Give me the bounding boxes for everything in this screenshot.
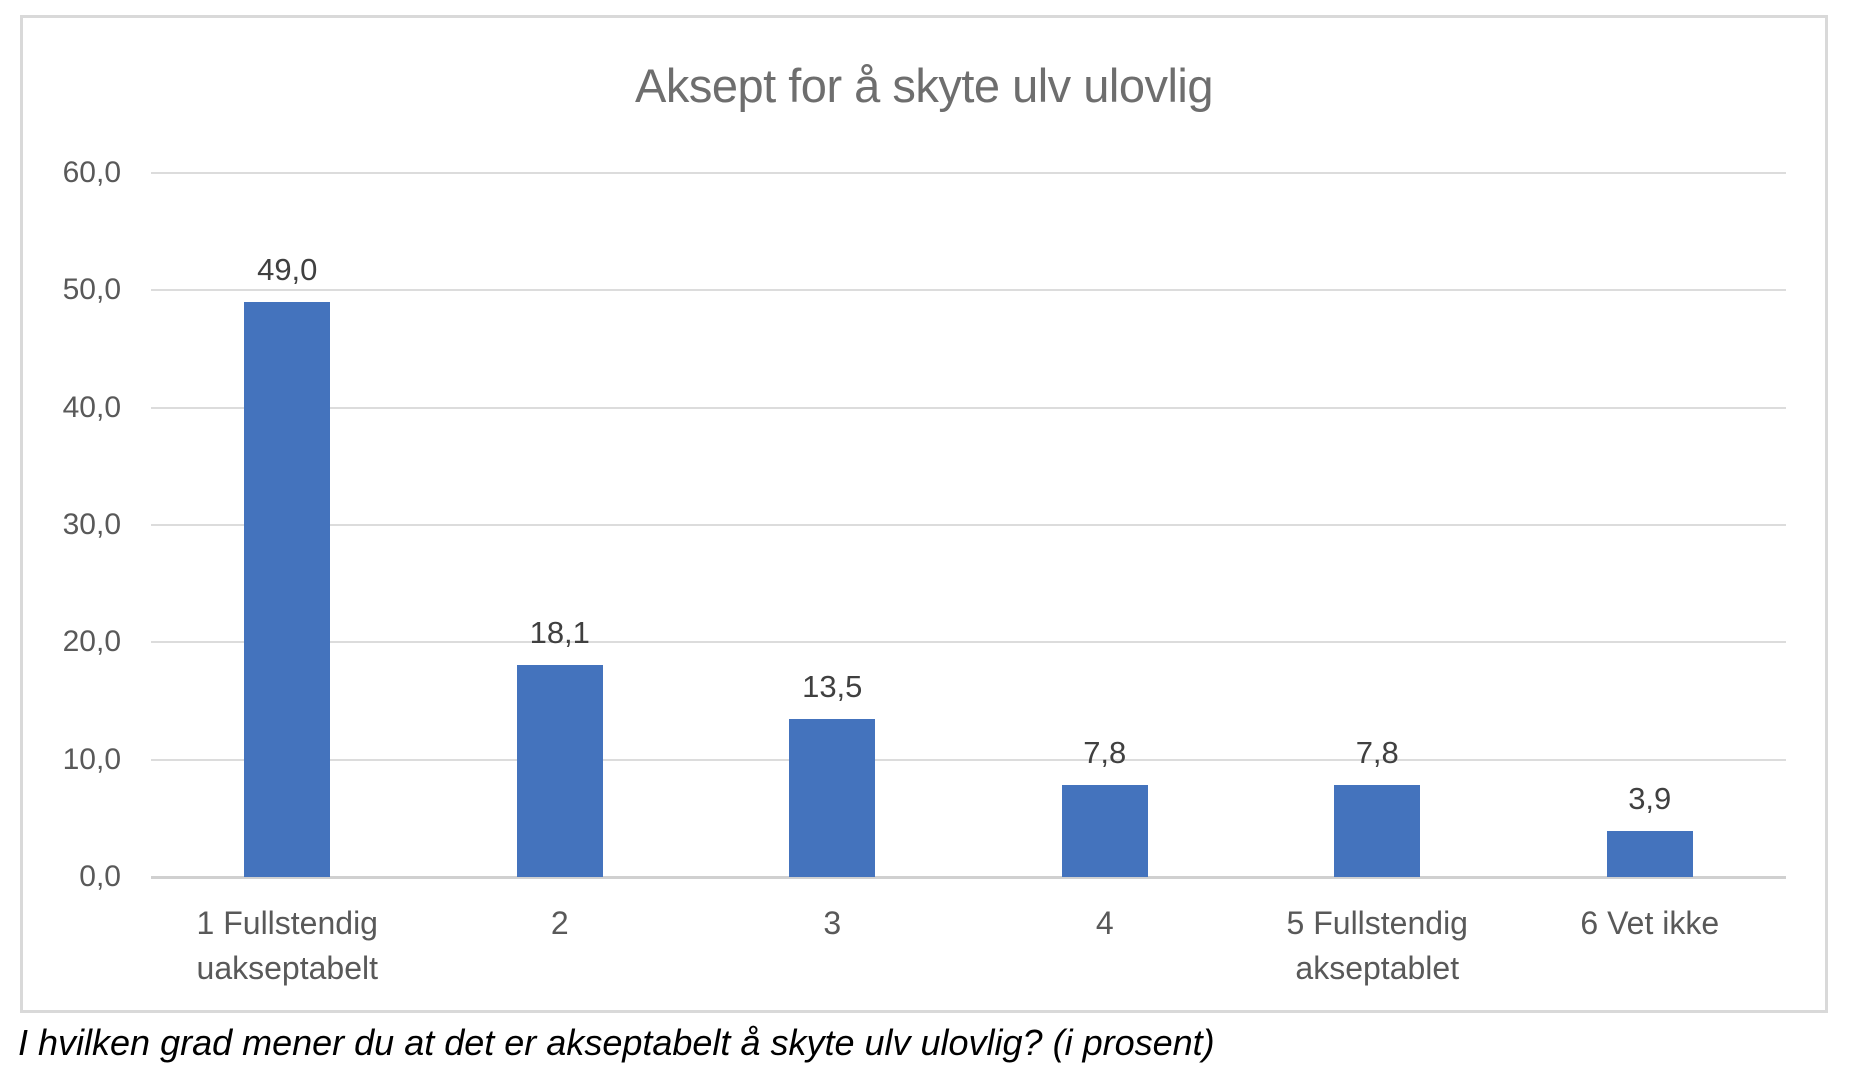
gridline [151, 172, 1786, 174]
gridline [151, 758, 1786, 761]
x-axis-category-label: 1 Fullstendig uakseptabelt [196, 905, 378, 986]
y-axis-tick-label: 30,0 [62, 508, 121, 541]
bar-value-label: 49,0 [257, 252, 318, 288]
chart-caption: I hvilken grad mener du at det er aksept… [18, 1022, 1215, 1063]
gridline [151, 289, 1786, 292]
bar [244, 302, 331, 877]
category-slot: 3,9 6 Vet ikke [1514, 173, 1787, 941]
x-axis-category-label: 5 Fullstendig akseptablet [1286, 905, 1468, 986]
bar-value-label: 7,8 [1355, 735, 1399, 771]
x-axis-line [151, 876, 1786, 879]
x-axis-category-label: 3 [823, 905, 842, 941]
y-axis-tick-label: 20,0 [62, 625, 121, 659]
category-slot: 18,1 2 [424, 173, 697, 941]
y-axis-tick-label: 50,0 [62, 273, 121, 307]
category-slot: 13,5 3 [696, 173, 969, 941]
y-axis-tick-label: 40,0 [62, 390, 121, 424]
category-slot: 7,8 4 [969, 173, 1242, 941]
x-axis-category-label: 6 Vet ikke [1580, 905, 1720, 941]
x-axis-category-label: 4 [1095, 905, 1114, 941]
bar-value-label: 18,1 [529, 614, 590, 650]
category-slot: 49,0 1 Fullstendig uakseptabelt [151, 173, 424, 986]
y-axis-tick-label: 10,0 [62, 742, 121, 776]
bar [1334, 785, 1421, 877]
plot-area: 60,0 50,0 40,0 30,0 20,0 10,0 0,0 49,0 1 Fullste… [63, 156, 1787, 986]
bar-value-label: 3,9 [1628, 781, 1672, 817]
bar [516, 664, 603, 877]
chart-title: Aksept for å skyte ulv ulovlig [635, 59, 1214, 112]
bar-value-label: 13,5 [802, 668, 863, 704]
bar [1061, 785, 1148, 877]
gridline [151, 524, 1786, 526]
gridline [151, 406, 1786, 409]
x-axis-category-label: 2 [550, 905, 569, 941]
y-axis-tick-label: 60,0 [62, 156, 121, 189]
bar [1606, 831, 1693, 877]
chart-frame: Aksept for å skyte ulv ulovlig 60,0 50,0 4… [20, 15, 1828, 1013]
y-axis-tick-label: 0,0 [79, 860, 121, 893]
bar [789, 718, 876, 877]
gridline [151, 641, 1786, 644]
bar-value-label: 7,8 [1083, 735, 1127, 771]
category-slot: 7,8 5 Fullstendig akseptablet [1241, 173, 1514, 986]
